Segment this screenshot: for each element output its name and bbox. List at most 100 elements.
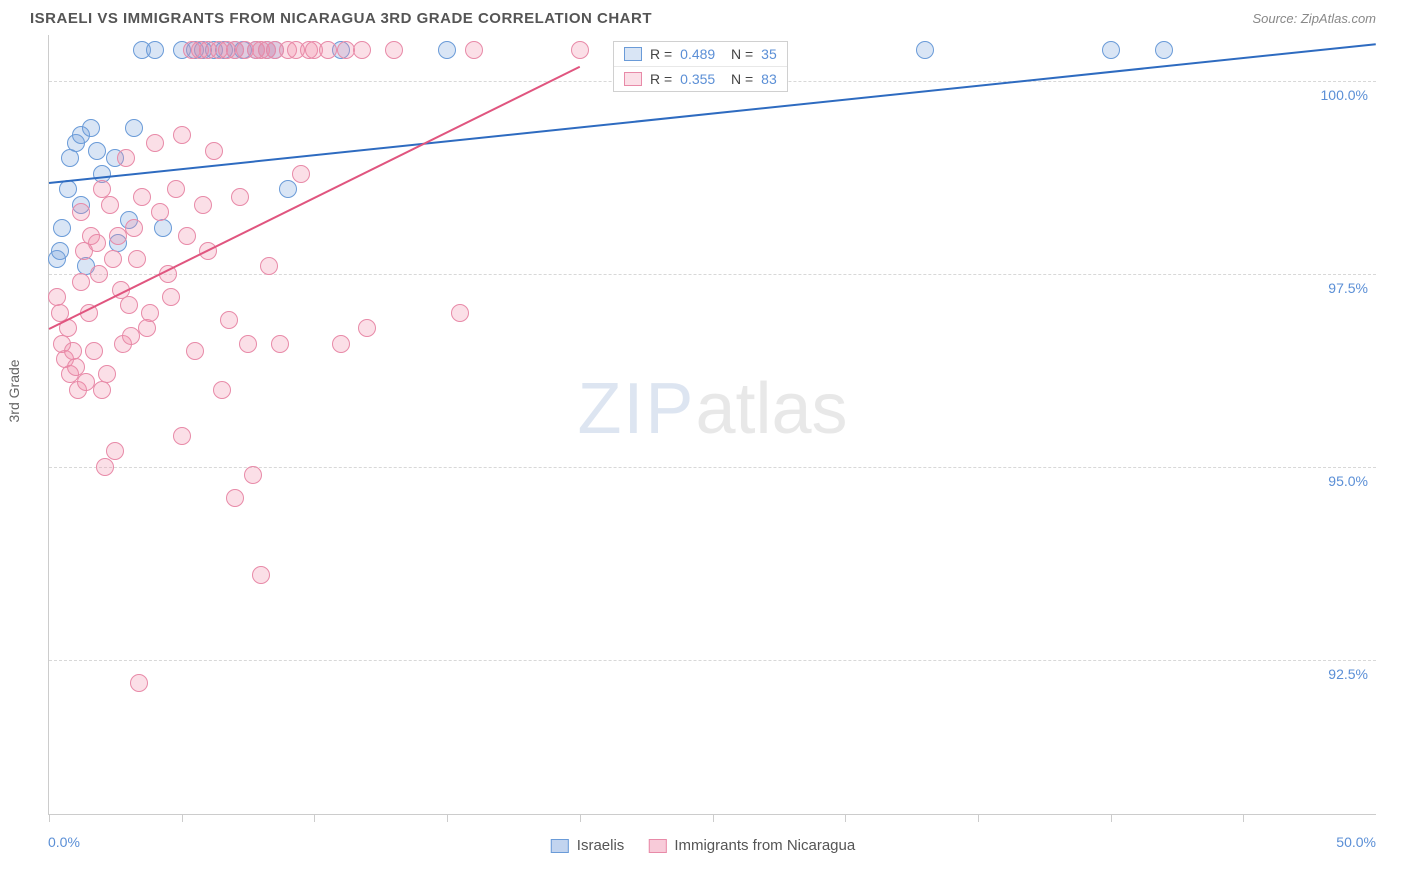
data-point	[88, 234, 106, 252]
stats-n-label: N =	[723, 46, 753, 62]
legend-swatch	[648, 839, 666, 853]
data-point	[231, 188, 249, 206]
data-point	[279, 180, 297, 198]
data-point	[162, 288, 180, 306]
x-tick	[182, 814, 183, 822]
data-point	[358, 319, 376, 337]
data-point	[1155, 41, 1173, 59]
watermark-atlas: atlas	[695, 369, 847, 449]
data-point	[128, 250, 146, 268]
watermark: ZIPatlas	[577, 368, 847, 450]
x-tick	[314, 814, 315, 822]
stats-n-label: N =	[723, 71, 753, 87]
data-point	[125, 219, 143, 237]
data-point	[438, 41, 456, 59]
chart-header: ISRAELI VS IMMIGRANTS FROM NICARAGUA 3RD…	[0, 0, 1406, 35]
data-point	[101, 196, 119, 214]
data-point	[173, 126, 191, 144]
chart-container: ZIPatlas 92.5%95.0%97.5%100.0%R = 0.489 …	[48, 35, 1376, 815]
data-point	[85, 342, 103, 360]
stats-n-value: 35	[761, 46, 777, 62]
data-point	[51, 242, 69, 260]
stats-r-label: R =	[650, 46, 672, 62]
legend-label: Immigrants from Nicaragua	[674, 837, 855, 854]
plot-area: ZIPatlas 92.5%95.0%97.5%100.0%R = 0.489 …	[48, 35, 1376, 815]
legend-item: Immigrants from Nicaragua	[648, 837, 855, 854]
stats-r-label: R =	[650, 71, 672, 87]
data-point	[385, 41, 403, 59]
data-point	[260, 257, 278, 275]
x-tick	[713, 814, 714, 822]
y-tick-label: 100.0%	[1321, 87, 1368, 103]
series-swatch	[624, 72, 642, 86]
data-point	[186, 342, 204, 360]
stats-n-value: 83	[761, 71, 777, 87]
x-tick	[580, 814, 581, 822]
data-point	[59, 180, 77, 198]
data-point	[72, 203, 90, 221]
series-swatch	[624, 47, 642, 61]
data-point	[178, 227, 196, 245]
data-point	[133, 188, 151, 206]
stats-row: R = 0.489 N = 35	[614, 42, 787, 66]
x-axis-max-label: 50.0%	[1336, 834, 1376, 850]
legend-label: Israelis	[577, 837, 625, 854]
data-point	[146, 134, 164, 152]
data-point	[213, 381, 231, 399]
data-point	[271, 335, 289, 353]
data-point	[90, 265, 108, 283]
data-point	[332, 335, 350, 353]
y-axis-title: 3rd Grade	[6, 359, 22, 422]
data-point	[98, 365, 116, 383]
data-point	[239, 335, 257, 353]
data-point	[104, 250, 122, 268]
data-point	[465, 41, 483, 59]
data-point	[154, 219, 172, 237]
data-point	[571, 41, 589, 59]
data-point	[451, 304, 469, 322]
watermark-zip: ZIP	[577, 369, 695, 449]
data-point	[120, 296, 138, 314]
stats-row: R = 0.355 N = 83	[614, 66, 787, 91]
chart-title: ISRAELI VS IMMIGRANTS FROM NICARAGUA 3RD…	[30, 10, 652, 27]
data-point	[916, 41, 934, 59]
x-tick	[447, 814, 448, 822]
x-tick	[978, 814, 979, 822]
data-point	[244, 466, 262, 484]
data-point	[353, 41, 371, 59]
data-point	[61, 149, 79, 167]
data-point	[88, 142, 106, 160]
data-point	[53, 219, 71, 237]
data-point	[205, 142, 223, 160]
x-tick	[845, 814, 846, 822]
data-point	[167, 180, 185, 198]
x-axis-min-label: 0.0%	[48, 834, 80, 850]
legend-item: Israelis	[551, 837, 625, 854]
data-point	[1102, 41, 1120, 59]
y-tick-label: 92.5%	[1328, 666, 1368, 682]
data-point	[252, 566, 270, 584]
data-point	[106, 442, 124, 460]
x-tick	[1111, 814, 1112, 822]
data-point	[96, 458, 114, 476]
data-point	[138, 319, 156, 337]
data-point	[141, 304, 159, 322]
data-point	[125, 119, 143, 137]
source-attribution: Source: ZipAtlas.com	[1252, 11, 1376, 26]
data-point	[82, 119, 100, 137]
stats-r-value: 0.489	[680, 46, 715, 62]
legend-swatch	[551, 839, 569, 853]
data-point	[292, 165, 310, 183]
trend-line	[49, 66, 581, 330]
stats-r-value: 0.355	[680, 71, 715, 87]
data-point	[319, 41, 337, 59]
x-tick	[49, 814, 50, 822]
data-point	[146, 41, 164, 59]
x-tick	[1243, 814, 1244, 822]
data-point	[130, 674, 148, 692]
data-point	[173, 427, 191, 445]
data-point	[226, 489, 244, 507]
y-tick-label: 95.0%	[1328, 473, 1368, 489]
data-point	[194, 196, 212, 214]
data-point	[72, 273, 90, 291]
